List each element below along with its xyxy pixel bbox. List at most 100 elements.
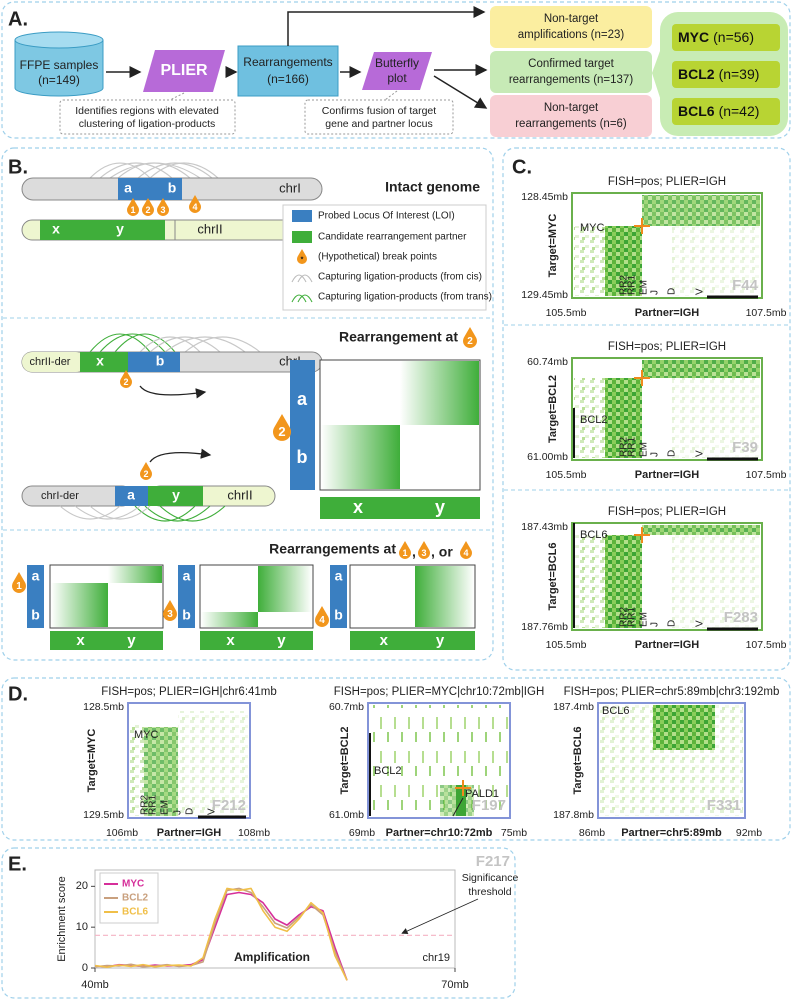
label: RR1 bbox=[627, 275, 638, 295]
label: BCL2 bbox=[580, 414, 608, 426]
breakpoint-label: 2 bbox=[123, 377, 128, 387]
heatmap-signal bbox=[108, 566, 162, 583]
heatmap-border bbox=[367, 702, 511, 819]
breakpoint-label: 2 bbox=[143, 469, 148, 479]
breakpoint-label: 2 bbox=[145, 205, 150, 215]
ligation-arc bbox=[159, 505, 226, 522]
breakpoint bbox=[315, 606, 329, 627]
label: b bbox=[297, 447, 308, 467]
plot-frame bbox=[94, 869, 456, 969]
label: PLIER bbox=[160, 62, 208, 79]
label: x bbox=[76, 632, 85, 649]
label: V bbox=[695, 620, 706, 627]
target-pill bbox=[672, 98, 780, 125]
outcome-box bbox=[490, 95, 652, 137]
ligation-arc bbox=[99, 162, 173, 179]
target-gene: BCL2 bbox=[678, 66, 715, 82]
ligation-arc bbox=[137, 162, 213, 179]
legend-swatch bbox=[292, 210, 312, 222]
partner-axis bbox=[320, 497, 480, 519]
label: 92mb bbox=[736, 827, 762, 839]
heatmap-cells bbox=[605, 226, 642, 296]
label: Intact genome bbox=[385, 179, 480, 195]
label: Butterfly bbox=[375, 56, 419, 70]
ligation-arc bbox=[149, 162, 219, 179]
label: Capturing ligation-products (from cis) bbox=[318, 272, 482, 283]
label: 187.8mb bbox=[553, 809, 594, 821]
heatmap-cells bbox=[456, 785, 466, 816]
label: 129.5mb bbox=[83, 809, 124, 821]
label: Partner=IGH bbox=[157, 827, 222, 839]
heatmap-border bbox=[571, 522, 763, 631]
breakpoint bbox=[140, 462, 152, 480]
label: Partner=IGH bbox=[635, 469, 700, 481]
label: , bbox=[412, 544, 416, 560]
heatmap-cells bbox=[144, 727, 178, 816]
ligation-arc bbox=[297, 274, 313, 283]
label: chrII-der bbox=[30, 356, 71, 368]
heatmap-cells bbox=[672, 226, 760, 296]
label: , or bbox=[431, 544, 453, 560]
label: C. bbox=[512, 156, 532, 178]
target-count: (n=39) bbox=[719, 66, 760, 82]
series-line bbox=[94, 887, 348, 981]
label: Identifies regions with elevated bbox=[75, 105, 219, 117]
panel-frame bbox=[1, 1, 791, 139]
label: x bbox=[380, 632, 389, 649]
legend-label: BCL2 bbox=[122, 893, 149, 904]
arrow bbox=[287, 6, 486, 46]
label: 75mb bbox=[501, 827, 527, 839]
heatmap-cells bbox=[574, 378, 605, 458]
target-label: BCL6 (n=42) bbox=[678, 103, 759, 119]
label: Partner=IGH bbox=[635, 639, 700, 651]
breakpoint-label: 3 bbox=[167, 609, 173, 620]
heatmap-cells bbox=[574, 226, 605, 296]
label: b bbox=[182, 607, 191, 623]
arrow bbox=[149, 448, 212, 463]
partner bbox=[80, 352, 128, 372]
label: Partner=chr5:89mb bbox=[621, 827, 722, 839]
label: 106mb bbox=[106, 827, 138, 839]
label: RR1 bbox=[627, 607, 638, 627]
label: RR2 bbox=[619, 607, 630, 627]
label: Confirmed target bbox=[528, 58, 614, 70]
heatmap-cells bbox=[605, 378, 642, 458]
label: F331 bbox=[707, 797, 741, 814]
label: 105.5mb bbox=[546, 307, 587, 319]
label: y bbox=[277, 632, 286, 649]
label: Rearrangements bbox=[243, 55, 332, 69]
label: RR2 bbox=[140, 795, 151, 815]
label: chrII bbox=[227, 487, 252, 502]
target-label: BCL2 (n=39) bbox=[678, 66, 759, 82]
ligation-arc bbox=[149, 336, 221, 353]
breakpoint-label: * bbox=[301, 256, 304, 263]
target-gene: MYC bbox=[678, 29, 709, 45]
breakpoint bbox=[273, 414, 291, 441]
breakpoint bbox=[418, 541, 430, 559]
label: RR2 bbox=[619, 275, 630, 295]
x-tick-label: 70mb bbox=[441, 979, 469, 991]
heatmap-border bbox=[127, 702, 251, 819]
label: 187.4mb bbox=[553, 701, 594, 713]
breakpoint bbox=[119, 370, 132, 388]
label: amplifications (n=23) bbox=[518, 29, 625, 41]
heatmap-signal bbox=[400, 361, 479, 425]
label: a bbox=[124, 180, 132, 196]
label: Candidate rearrangement partner bbox=[318, 232, 467, 243]
target-gene: BCL6 bbox=[678, 103, 715, 119]
label: J bbox=[173, 810, 184, 815]
label: F217 bbox=[476, 853, 510, 870]
label: B. bbox=[8, 156, 28, 178]
ligation-arc bbox=[89, 333, 151, 353]
label: a bbox=[335, 568, 343, 584]
label: V bbox=[207, 808, 218, 815]
label: J bbox=[650, 452, 661, 457]
label: y bbox=[435, 497, 445, 517]
ligation-arc bbox=[89, 505, 151, 520]
label: y bbox=[116, 221, 124, 237]
ligation-arc bbox=[297, 294, 313, 303]
loi-axis bbox=[27, 565, 44, 628]
label: D bbox=[667, 288, 678, 295]
label: x bbox=[226, 632, 235, 649]
label: b bbox=[31, 607, 40, 623]
